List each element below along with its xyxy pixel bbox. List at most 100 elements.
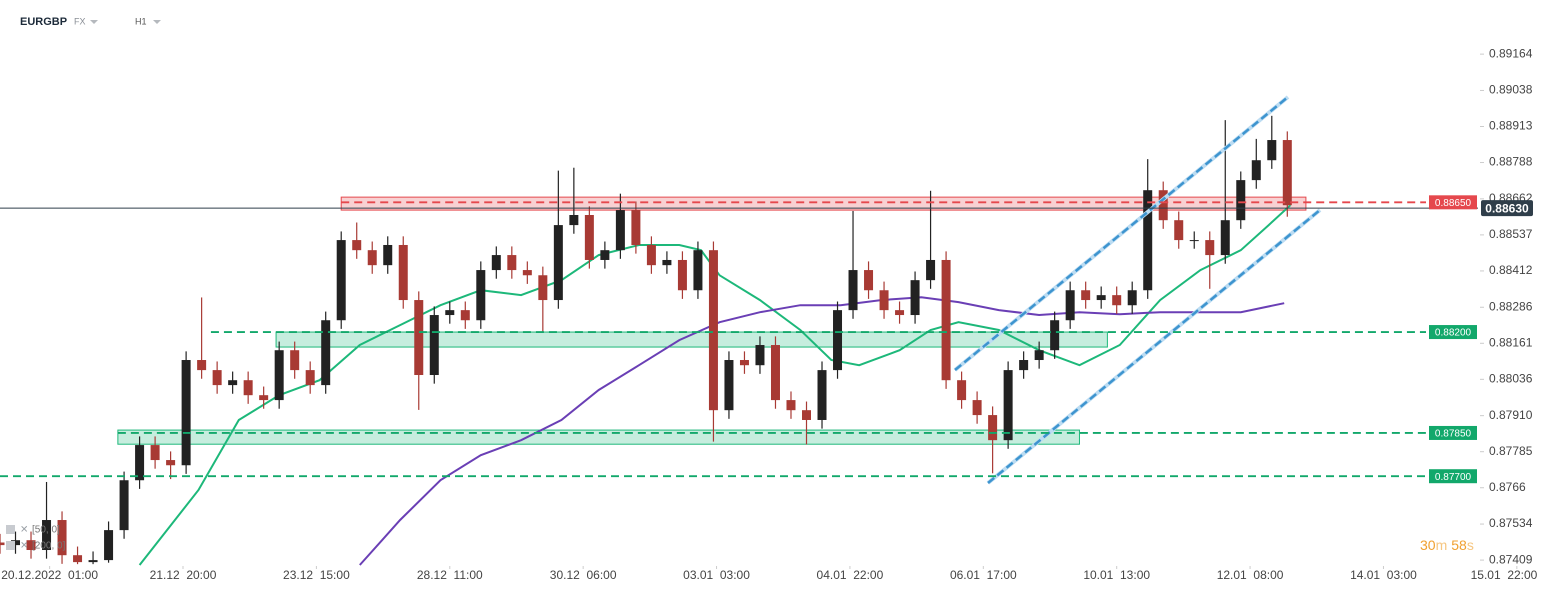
candle-body xyxy=(817,370,827,420)
legend-close[interactable]: ✕ xyxy=(20,541,28,552)
candle-body xyxy=(135,445,145,481)
y-tick-label: 0.88036 xyxy=(1489,372,1533,386)
y-tick-label: 0.88161 xyxy=(1489,335,1533,349)
candle-body xyxy=(538,275,548,301)
level-label-box xyxy=(1429,325,1477,340)
candle-body xyxy=(522,270,532,276)
candle-body xyxy=(662,259,672,266)
candle-body xyxy=(677,259,687,291)
candle-body xyxy=(11,540,21,546)
candle-body xyxy=(1189,240,1199,242)
market[interactable]: FX xyxy=(74,16,86,26)
y-tick-label: 0.89038 xyxy=(1489,83,1533,97)
candle-body xyxy=(553,225,563,301)
candle-body xyxy=(429,315,439,376)
candle-body xyxy=(243,380,253,396)
channel-line[interactable] xyxy=(953,95,1290,372)
candle-body xyxy=(646,244,656,266)
candle-body xyxy=(26,540,36,551)
y-tick-label: 0.88913 xyxy=(1489,119,1533,133)
zone xyxy=(340,196,1307,211)
candle-body xyxy=(988,415,998,441)
x-tick-label: 03.01 03:00 xyxy=(683,568,750,582)
candle-body xyxy=(569,215,579,226)
x-tick-label: 15.01 22:00 xyxy=(1471,568,1538,582)
y-tick-label: 0.87910 xyxy=(1489,408,1533,422)
candle-body xyxy=(119,480,129,531)
level-label: 0.88200 xyxy=(1435,328,1472,339)
candle-body xyxy=(910,280,920,316)
timer-unit: s xyxy=(1467,537,1474,553)
zone xyxy=(275,331,1108,348)
y-tick-label: 0.88286 xyxy=(1489,299,1533,313)
x-tick-label: 23.12 15:00 xyxy=(283,568,350,582)
candle-body xyxy=(708,250,718,411)
candle-body xyxy=(1112,295,1122,306)
candle-body xyxy=(895,310,905,316)
y-tick-label: 0.87534 xyxy=(1489,516,1533,530)
x-tick-label: 30.12 06:00 xyxy=(550,568,617,582)
candle-body xyxy=(259,395,269,401)
candle-body xyxy=(724,360,734,411)
candle-body xyxy=(321,320,331,386)
candle-body xyxy=(848,270,858,311)
candle-timer: 30m 58s xyxy=(1420,537,1474,553)
candle-body xyxy=(972,400,982,416)
x-tick-label: 06.01 17:00 xyxy=(950,568,1017,582)
x-tick-label: 04.01 22:00 xyxy=(817,568,884,582)
candle-body xyxy=(104,530,114,561)
channel-line[interactable] xyxy=(986,208,1322,485)
x-tick-label: 21.12 20:00 xyxy=(150,568,217,582)
symbol[interactable]: EURGBP xyxy=(20,16,67,28)
candle-body xyxy=(941,259,951,381)
candle-body xyxy=(584,215,594,260)
candle-body xyxy=(1065,290,1075,321)
candle-body xyxy=(1158,190,1168,221)
candle-body xyxy=(1267,140,1277,161)
level-label: 0.88650 xyxy=(1435,198,1472,209)
y-tick-label: 0.89164 xyxy=(1489,46,1533,60)
legend-icon[interactable] xyxy=(6,541,15,550)
moving-average xyxy=(138,204,1292,566)
candle-body xyxy=(1034,350,1044,361)
x-tick-label: 10.01 13:00 xyxy=(1083,568,1150,582)
candle-body xyxy=(786,400,796,411)
level-label-box xyxy=(1429,195,1477,210)
x-tick-label: 20.12.2022 01:00 xyxy=(1,568,98,582)
candle-body xyxy=(1050,320,1060,351)
dropdown-caret[interactable] xyxy=(153,20,161,24)
candle-body xyxy=(305,370,315,386)
y-tick-label: 0.88788 xyxy=(1489,155,1533,169)
candle-body xyxy=(1220,220,1230,256)
candle-body xyxy=(1282,140,1292,206)
candle-body xyxy=(0,542,5,546)
y-tick-label: 0.8766 xyxy=(1489,480,1526,494)
candle-body xyxy=(212,370,222,386)
candle-body xyxy=(352,240,362,251)
candle-body xyxy=(491,255,501,271)
candle-body xyxy=(1236,180,1246,221)
candle-body xyxy=(833,310,843,371)
current-price-box xyxy=(1481,200,1533,217)
candle-body xyxy=(42,520,52,551)
timeframe[interactable]: H1 xyxy=(135,16,147,26)
candle-body xyxy=(476,270,486,321)
candle-body xyxy=(383,244,393,266)
dropdown-caret[interactable] xyxy=(90,20,98,24)
moving-average xyxy=(359,296,1285,566)
candle-body xyxy=(88,560,98,563)
x-tick-label: 28.12 11:00 xyxy=(417,568,483,582)
legend-icon[interactable] xyxy=(6,525,15,534)
candle-body xyxy=(73,555,83,563)
candle-body xyxy=(336,240,346,321)
x-tick-label: 14.01 03:00 xyxy=(1350,568,1417,582)
legend-entry: [200, 0] xyxy=(32,541,66,552)
timer-unit: m xyxy=(1436,537,1448,553)
candle-body xyxy=(181,360,191,466)
legend-close[interactable]: ✕ xyxy=(20,525,28,536)
y-tick-label: 0.88537 xyxy=(1489,227,1533,241)
candle-body xyxy=(755,345,765,366)
candle-body xyxy=(1127,290,1137,306)
candle-body xyxy=(166,460,176,466)
